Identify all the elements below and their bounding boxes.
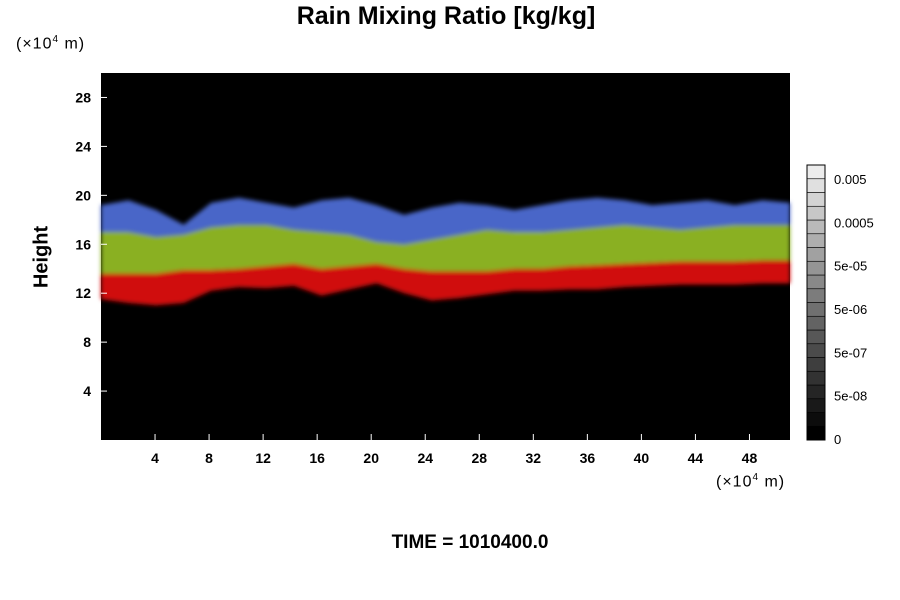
colorbar-bin [806,233,826,248]
y-tick-label: 12 [75,285,91,301]
chart-title: Rain Mixing Ratio [kg/kg] [296,2,596,30]
colorbar-bin [806,412,826,427]
colorbar-bin [806,425,826,441]
y-unit-exponent: 4 [52,34,60,45]
x-tick-label: 28 [471,450,487,466]
layer-low [101,260,790,306]
y-tick-label: 8 [83,334,91,350]
x-tick-label: 16 [309,450,325,466]
y-unit-label: (×104 m) [16,34,85,53]
colorbar-bin [806,164,826,180]
x-tick-label: 44 [688,450,704,466]
colorbar-bin [806,370,826,386]
x-tick-label: 48 [742,450,758,466]
x-tick-label: 24 [417,450,433,466]
colorbar-label: 0 [834,432,841,447]
colorbar-frame [806,164,826,441]
colorbar-bin [806,329,826,345]
colorbar-bin [806,315,826,331]
colorbar-bin [806,260,826,276]
colorbar-label: 5e-08 [834,389,867,404]
layer-mid [101,224,790,274]
y-ticks: 4 8 12 16 20 24 28 [75,89,107,399]
colorbar-bin [806,274,826,290]
colorbar-bin [806,178,826,193]
y-unit-prefix: (×10 [16,35,53,53]
x-tick-label: 32 [526,450,542,466]
colorbar-bin [806,205,826,221]
colorbar-bin [806,247,826,262]
colorbar-bin [806,192,826,207]
colorbar-label: 0.005 [834,172,867,187]
x-tick-label: 12 [255,450,271,466]
y-tick-label: 24 [75,138,91,154]
colorbar-bin [806,357,826,372]
y-tick-label: 20 [75,187,91,203]
x-tick-label: 4 [151,450,159,466]
x-tick-label: 36 [580,450,596,466]
colorbar: 0.005 0.0005 5e-05 5e-06 5e-07 5e-08 0 [806,164,874,447]
colorbar-bin [806,384,826,400]
x-ticks: 4 8 12 16 20 24 28 32 36 40 44 48 [151,434,757,466]
colorbar-label: 0.0005 [834,215,874,230]
y-tick-label: 4 [83,383,91,399]
y-unit-suffix: m) [59,35,86,53]
y-tick-label: 16 [75,236,91,252]
y-tick-label: 28 [75,89,91,105]
time-label: TIME = 1010400.0 [391,532,549,553]
layer-high [101,197,790,245]
x-unit-exponent: 4 [752,472,760,483]
x-unit-suffix: m) [759,473,786,491]
colorbar-bin [806,288,826,303]
colorbar-bin [806,343,826,358]
x-tick-label: 8 [205,450,213,466]
colorbar-label: 5e-05 [834,259,867,274]
colorbar-bin [806,398,826,413]
x-tick-label: 20 [363,450,379,466]
colorbar-label: 5e-07 [834,345,867,360]
colorbar-label: 5e-06 [834,302,867,317]
colorbar-bin [806,302,826,317]
rain-layers [101,197,790,306]
x-unit-prefix: (×10 [716,473,753,491]
x-unit-label: (×104 m) [716,472,785,491]
colorbar-bin [806,219,826,235]
x-tick-label: 40 [634,450,650,466]
